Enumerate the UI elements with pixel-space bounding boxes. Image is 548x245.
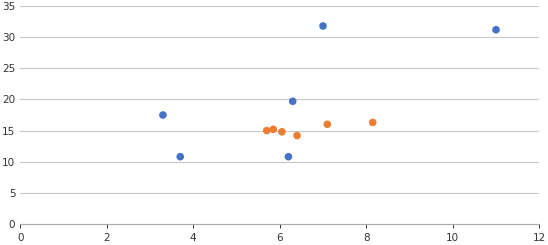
Point [284, 155, 293, 159]
Point [368, 121, 377, 124]
Point [158, 113, 167, 117]
Point [277, 130, 286, 134]
Point [323, 122, 332, 126]
Point [176, 155, 185, 159]
Point [288, 99, 297, 103]
Point [293, 134, 301, 137]
Point [262, 129, 271, 133]
Point [492, 28, 500, 32]
Point [318, 24, 327, 28]
Point [269, 127, 278, 131]
